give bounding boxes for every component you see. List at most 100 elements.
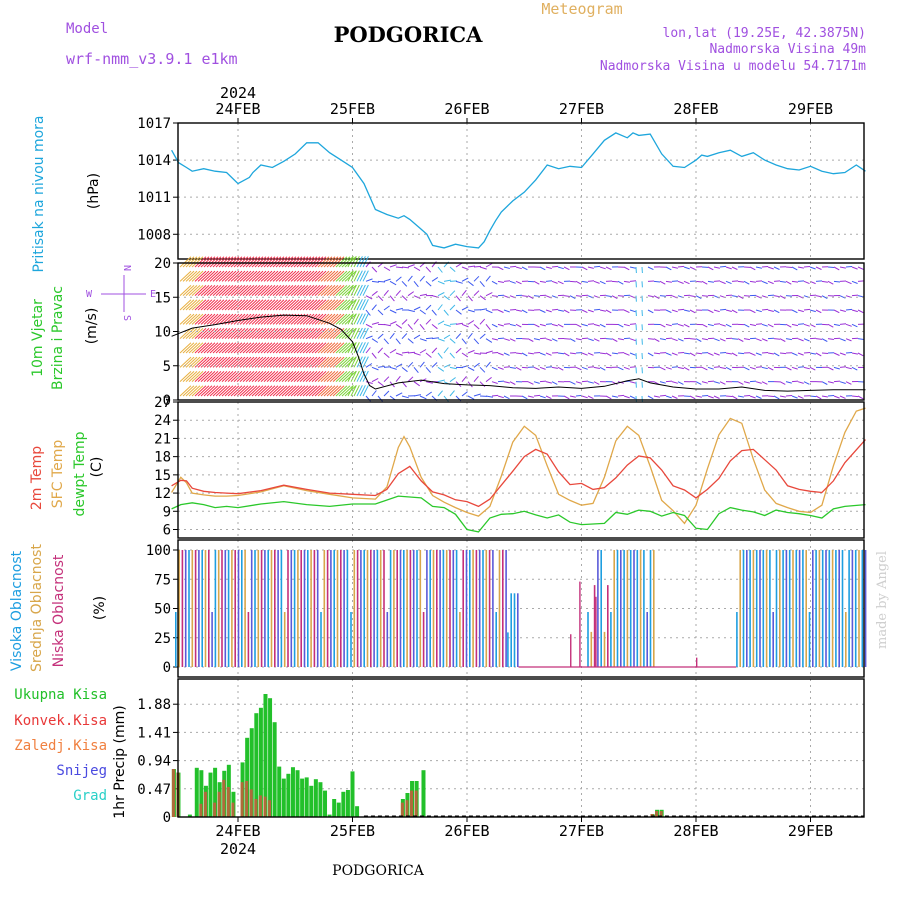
y-tick-label: 1014 xyxy=(137,153,171,169)
y-tick-label: 0 xyxy=(163,810,171,826)
cloud-bar xyxy=(406,550,408,667)
cloud-bar xyxy=(257,550,260,667)
cloud-bar xyxy=(274,550,276,667)
y-tick-label: 1008 xyxy=(137,227,171,243)
cloud-bar xyxy=(389,550,392,667)
model-name: wrf-nmm_v3.9.1 e1km xyxy=(66,50,238,68)
cloud-bar xyxy=(736,612,738,667)
precip-conv-bar xyxy=(405,800,409,817)
y-tick-label: 12 xyxy=(154,486,171,502)
cloud-bar xyxy=(363,550,365,667)
cloud-bar xyxy=(633,550,635,667)
y-tick-label: 27 xyxy=(154,395,171,411)
cloud-bar xyxy=(313,550,316,667)
cloud-bar xyxy=(795,550,798,667)
t2m-line xyxy=(171,439,866,508)
y-tick-label: 1.88 xyxy=(137,697,171,713)
y-tick-label: 15 xyxy=(154,290,171,306)
cloud-bar xyxy=(507,632,509,667)
cloud-bar xyxy=(353,550,356,667)
cloud-bar xyxy=(449,550,451,667)
cloud-bar xyxy=(798,550,801,667)
cloud-bar xyxy=(610,612,612,667)
x-tick-label: 27FEB xyxy=(559,100,604,118)
wind-ylabel-1: 10m Vjetar xyxy=(30,299,46,377)
cloud-bar xyxy=(649,550,652,667)
y-tick-label: 75 xyxy=(154,572,171,588)
cloud-bar xyxy=(409,550,412,667)
cloud-bar xyxy=(231,550,233,667)
cloud-bar xyxy=(356,550,359,667)
y-tick-label: 18 xyxy=(154,450,171,466)
cloud-bar xyxy=(653,550,655,667)
precip-conv-bar xyxy=(400,802,404,817)
cloud-bar xyxy=(300,550,302,667)
precip-label-conv: Konvek.Kisa xyxy=(14,713,107,729)
x-tick-label: 25FEB xyxy=(330,100,375,118)
x-tick-label: 25FEB xyxy=(330,822,375,840)
cloud-bar xyxy=(290,550,293,667)
cloud-bar xyxy=(739,550,741,667)
x-tick-label: 29FEB xyxy=(788,100,833,118)
cloud-bar xyxy=(505,550,507,667)
cloud-bar xyxy=(439,550,441,667)
cloud-bar xyxy=(393,550,395,667)
cloud-bar xyxy=(643,550,645,667)
cloud-bar xyxy=(782,550,784,667)
cloud-bar xyxy=(815,550,817,667)
temp-ylabel-2m: 2m Temp xyxy=(29,446,45,510)
precip-frame xyxy=(177,678,865,818)
cloud-bar xyxy=(175,612,177,667)
cloud-unit: (%) xyxy=(92,596,108,620)
y-tick-label: 100 xyxy=(146,543,171,559)
cloud-bar xyxy=(264,550,266,667)
cloud-bar xyxy=(469,550,471,667)
precip-conv-bar xyxy=(268,800,272,817)
y-tick-label: 1011 xyxy=(137,190,171,206)
cloud-bar xyxy=(178,550,180,667)
cloud-bar xyxy=(254,550,256,667)
cloud-spike xyxy=(579,581,581,667)
cloud-bar xyxy=(805,550,807,667)
cloud-bar xyxy=(636,550,639,667)
precip-total-bar xyxy=(249,728,254,817)
precip-conv-bar xyxy=(171,769,175,817)
x-tick-label: 28FEB xyxy=(673,100,718,118)
precip-total-bar xyxy=(272,722,277,817)
cloud-bar xyxy=(746,550,748,667)
cloud-bar xyxy=(838,550,840,667)
lonlat-label: lon,lat (19.25E, 42.3875N) xyxy=(663,26,867,41)
precip-total-bar xyxy=(421,770,426,817)
precip-conv-bar xyxy=(199,803,203,817)
cloud-bar xyxy=(772,612,774,667)
cloud-bar xyxy=(616,550,619,667)
cloud-bar xyxy=(854,550,857,667)
cloud-bar xyxy=(310,550,312,667)
precip-total-bar xyxy=(194,767,199,817)
cloud-spike xyxy=(696,657,698,667)
cloud-bar xyxy=(845,612,847,667)
cloud-bar xyxy=(607,585,609,667)
top-x-ticks: 24FEB 25FEB 26FEB 27FEB 28FEB 29FEB xyxy=(215,100,833,118)
model-elevation-label: Nadmorska Visina u modelu 54.7171m xyxy=(600,59,866,74)
cloud-bar xyxy=(600,550,602,667)
cloud-bar xyxy=(234,550,236,667)
precip-total-bar xyxy=(300,778,305,817)
cloud-bar xyxy=(626,550,629,667)
x-tick-label: 26FEB xyxy=(444,100,489,118)
precip-label-total: Ukupna Kisa xyxy=(14,687,107,703)
cloud-bar xyxy=(455,550,458,667)
precip-conv-bar xyxy=(254,799,258,817)
cloud-bar xyxy=(283,612,286,667)
precip-label-frz: Zaledj.Kisa xyxy=(14,738,107,754)
wind-panel: 0 5 10 15 20 xyxy=(154,256,866,409)
cloud-bars xyxy=(175,550,867,668)
precip-conv-bar xyxy=(231,802,235,817)
y-tick-label: 10 xyxy=(154,325,171,341)
cloud-bar xyxy=(629,550,632,667)
precip-total-bar xyxy=(345,790,350,817)
cloud-bar xyxy=(759,550,761,667)
cloud-bar xyxy=(241,550,243,667)
elevation-label: Nadmorska Visina 49m xyxy=(709,42,866,57)
compass-rose: N S W E xyxy=(86,265,156,321)
